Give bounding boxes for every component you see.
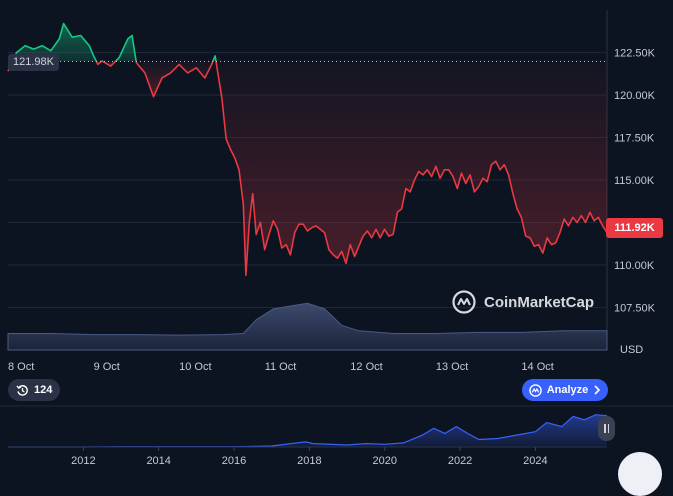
y-tick-label: 107.50K — [614, 303, 656, 315]
navigator-year-label: 2024 — [523, 455, 547, 467]
corner-widget[interactable] — [618, 452, 662, 496]
range-navigator[interactable]: 2012 2014 2016 2018 2020 2022 2024 — [0, 405, 673, 470]
navigator-year-label: 2014 — [146, 455, 170, 467]
y-tick-label: 120.00K — [614, 90, 656, 102]
y-axis: 107.50K110.00K112.50K115.00K117.50K120.0… — [614, 48, 656, 315]
navigator-handle[interactable] — [598, 416, 615, 441]
x-tick-label: 11 Oct — [265, 361, 297, 373]
analyze-button[interactable]: Analyze — [522, 379, 608, 401]
history-icon — [16, 384, 29, 397]
current-price-tag: 111.92K — [606, 218, 663, 238]
x-tick-label: 14 Oct — [521, 361, 553, 373]
price-fill — [8, 24, 607, 276]
x-tick-label: 9 Oct — [94, 361, 120, 373]
coinmarketcap-watermark: CoinMarketCap — [452, 290, 594, 314]
history-button[interactable]: 124 — [8, 379, 60, 401]
analyze-label: Analyze — [547, 384, 589, 396]
chevron-right-icon — [593, 385, 601, 395]
y-tick-label: 115.00K — [614, 175, 655, 187]
navigator-year-label: 2018 — [297, 455, 321, 467]
y-tick-label: 122.50K — [614, 48, 656, 60]
currency-label: USD — [620, 344, 643, 356]
navigator-year-label: 2022 — [448, 455, 472, 467]
x-tick-label: 8 Oct — [8, 361, 34, 373]
y-tick-label: 110.00K — [614, 260, 655, 272]
price-chart[interactable]: 107.50K110.00K112.50K115.00K117.50K120.0… — [0, 0, 673, 405]
navigator-axis: 2012 2014 2016 2018 2020 2022 2024 — [71, 447, 548, 467]
history-count: 124 — [34, 384, 52, 396]
navigator-year-label: 2012 — [71, 455, 95, 467]
analyze-icon — [529, 384, 542, 397]
navigator-year-label: 2016 — [222, 455, 246, 467]
reference-price-tag: 121.98K — [8, 54, 59, 71]
price-fill-down — [216, 61, 607, 275]
coinmarketcap-logo-icon — [452, 290, 476, 314]
x-tick-label: 13 Oct — [436, 361, 468, 373]
navigator-year-label: 2020 — [372, 455, 396, 467]
watermark-text: CoinMarketCap — [484, 294, 594, 311]
x-tick-label: 12 Oct — [350, 361, 382, 373]
y-tick-label: 117.50K — [614, 133, 655, 145]
x-axis: 8 Oct 9 Oct 10 Oct 11 Oct 12 Oct 13 Oct 14 Oct — [8, 361, 554, 373]
x-tick-label: 10 Oct — [179, 361, 211, 373]
navigator-area — [0, 406, 673, 447]
